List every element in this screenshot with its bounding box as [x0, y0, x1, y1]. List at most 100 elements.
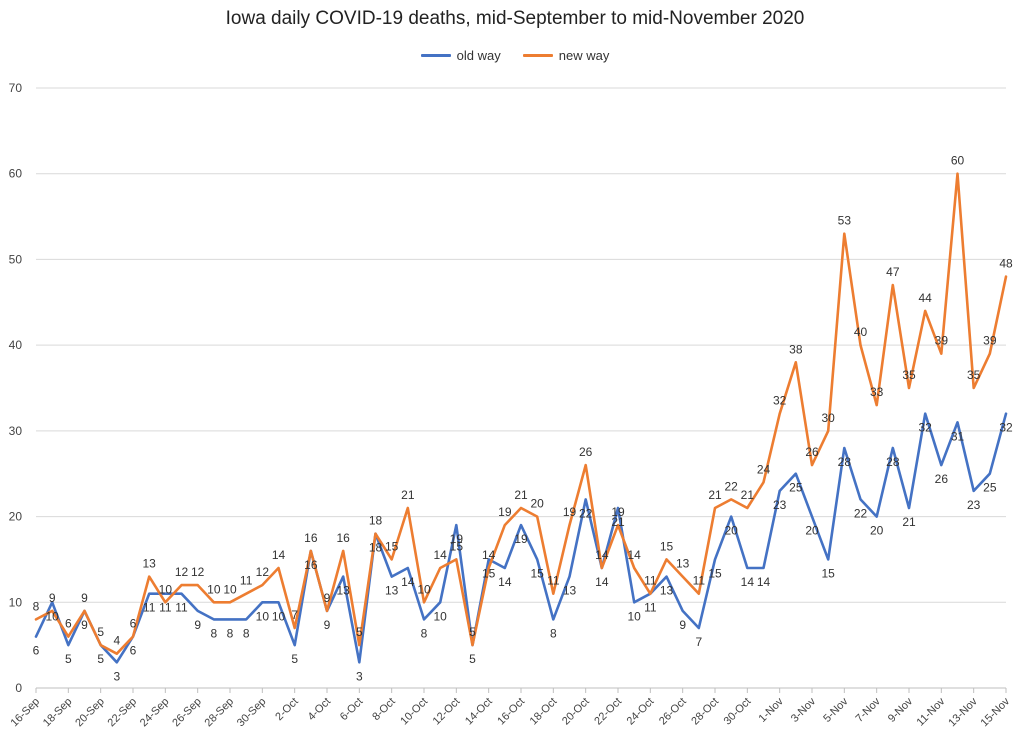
x-tick-label: 8-Oct	[370, 696, 398, 724]
data-label-new-way: 39	[935, 334, 949, 348]
data-label-old-way: 8	[550, 626, 557, 640]
x-tick-label: 28-Sep	[203, 696, 237, 730]
data-label-old-way: 9	[81, 618, 88, 632]
data-label-old-way: 23	[967, 498, 981, 512]
data-label-old-way: 19	[450, 532, 464, 546]
data-label-old-way: 21	[902, 515, 916, 529]
data-label-old-way: 14	[741, 575, 755, 589]
data-label-new-way: 21	[514, 488, 528, 502]
data-label-new-way: 15	[385, 539, 399, 553]
data-label-old-way: 14	[498, 575, 512, 589]
data-label-new-way: 30	[821, 411, 835, 425]
data-label-old-way: 13	[336, 584, 350, 598]
data-label-new-way: 12	[175, 565, 189, 579]
x-tick-label: 26-Sep	[170, 696, 204, 730]
data-label-old-way: 19	[514, 532, 528, 546]
data-label-old-way: 21	[611, 515, 625, 529]
x-tick-label: 14-Oct	[463, 696, 495, 728]
data-label-old-way: 14	[595, 575, 609, 589]
data-label-new-way: 24	[757, 462, 771, 476]
data-label-old-way: 5	[469, 652, 476, 666]
data-label-new-way: 6	[130, 617, 137, 631]
data-label-new-way: 44	[918, 291, 932, 305]
data-label-old-way: 9	[194, 618, 201, 632]
x-tick-label: 6-Oct	[338, 696, 366, 724]
data-label-new-way: 11	[693, 574, 706, 588]
data-label-old-way: 15	[482, 566, 496, 580]
data-label-new-way: 35	[902, 368, 916, 382]
data-label-old-way: 3	[356, 669, 363, 683]
x-tick-label: 7-Nov	[854, 695, 884, 725]
data-label-new-way: 5	[356, 625, 363, 639]
data-label-new-way: 5	[97, 625, 104, 639]
x-tick-label: 1-Nov	[757, 695, 787, 725]
data-label-new-way: 39	[983, 334, 997, 348]
data-label-new-way: 14	[595, 548, 609, 562]
data-label-new-way: 10	[223, 582, 237, 596]
x-tick-label: 28-Oct	[689, 696, 721, 728]
data-label-new-way: 10	[159, 582, 173, 596]
y-tick-label: 10	[9, 595, 23, 609]
data-label-new-way: 18	[369, 514, 383, 528]
data-label-new-way: 40	[854, 325, 868, 339]
x-tick-label: 9-Nov	[886, 695, 916, 725]
data-label-old-way: 32	[918, 421, 932, 435]
data-label-new-way: 14	[272, 548, 286, 562]
data-label-old-way: 6	[130, 644, 137, 658]
data-label-old-way: 14	[401, 575, 415, 589]
data-label-old-way: 15	[530, 566, 544, 580]
data-label-old-way: 22	[579, 506, 593, 520]
data-label-new-way: 19	[611, 505, 625, 519]
data-label-old-way: 10	[256, 609, 270, 623]
data-label-old-way: 11	[159, 601, 172, 615]
data-label-old-way: 3	[113, 669, 120, 683]
x-tick-label: 22-Oct	[592, 696, 624, 728]
data-label-old-way: 10	[627, 609, 641, 623]
x-tick-label: 5-Nov	[821, 695, 851, 725]
data-label-new-way: 22	[724, 479, 738, 493]
data-label-new-way: 15	[450, 539, 464, 553]
data-label-new-way: 19	[563, 505, 577, 519]
y-tick-label: 30	[9, 424, 23, 438]
data-label-new-way: 4	[113, 634, 120, 648]
data-label-new-way: 7	[291, 608, 298, 622]
data-label-new-way: 48	[999, 257, 1013, 271]
data-label-old-way: 10	[272, 609, 286, 623]
data-label-old-way: 13	[563, 584, 577, 598]
data-label-new-way: 16	[304, 531, 318, 545]
data-label-new-way: 21	[741, 488, 755, 502]
data-label-new-way: 19	[498, 505, 512, 519]
data-label-old-way: 5	[65, 652, 72, 666]
data-label-old-way: 8	[227, 626, 234, 640]
data-label-old-way: 15	[821, 566, 835, 580]
y-tick-label: 20	[9, 510, 23, 524]
x-tick-label: 3-Nov	[789, 695, 819, 725]
data-label-new-way: 10	[207, 582, 221, 596]
data-label-old-way: 8	[210, 626, 217, 640]
data-label-new-way: 11	[240, 574, 253, 588]
x-tick-label: 24-Sep	[138, 696, 172, 730]
series-line-new-way	[34, 172, 1008, 656]
x-tick-label: 20-Oct	[560, 696, 592, 728]
data-label-new-way: 35	[967, 368, 981, 382]
data-label-old-way: 13	[385, 584, 399, 598]
data-label-new-way: 60	[951, 154, 965, 168]
data-label-new-way: 9	[49, 591, 56, 605]
data-label-old-way: 9	[324, 618, 331, 632]
x-tick-label: 15-Nov	[979, 695, 1013, 729]
data-label-old-way: 5	[97, 652, 104, 666]
x-tick-label: 18-Sep	[41, 696, 75, 730]
data-label-new-way: 26	[805, 445, 819, 459]
data-label-new-way: 10	[417, 582, 431, 596]
legend-swatch-new-way	[522, 54, 553, 57]
data-label-old-way: 11	[175, 601, 188, 615]
data-label-new-way: 26	[579, 445, 593, 459]
data-label-old-way: 8	[243, 626, 250, 640]
data-label-new-way: 53	[838, 214, 852, 228]
data-label-old-way: 13	[660, 584, 674, 598]
data-label-old-way: 25	[789, 481, 803, 495]
data-label-old-way: 20	[724, 524, 738, 538]
data-label-new-way: 21	[708, 488, 722, 502]
x-tick-label: 30-Sep	[235, 696, 269, 730]
